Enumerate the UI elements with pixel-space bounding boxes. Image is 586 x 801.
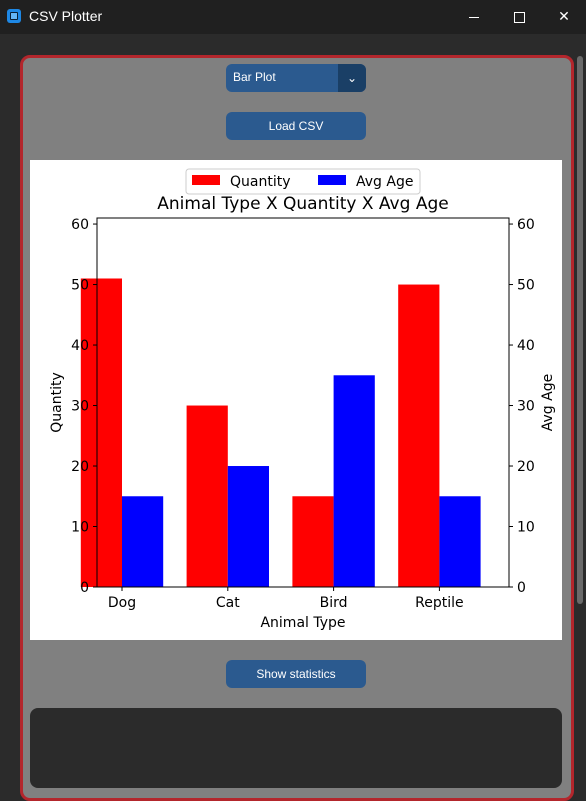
- close-icon: ✕: [558, 9, 570, 25]
- x-tick-label-cat: Cat: [216, 595, 240, 611]
- y-tick-label: 10: [71, 520, 89, 536]
- bar-quantity-cat: [187, 406, 228, 587]
- show-statistics-button[interactable]: Show statistics: [226, 660, 366, 688]
- plot-type-dropdown[interactable]: Bar Plot ⌄: [226, 64, 366, 92]
- chart-title: Animal Type X Quantity X Avg Age: [157, 194, 448, 214]
- app-icon: [7, 9, 21, 23]
- bar-avg-age-dog: [122, 496, 163, 587]
- legend-swatch-avg-age: [318, 175, 346, 185]
- y-tick-label: 30: [71, 399, 89, 415]
- bar-quantity-bird: [292, 496, 333, 587]
- maximize-button[interactable]: [496, 0, 542, 34]
- x-axis-label: Animal Type: [260, 615, 345, 631]
- y2-tick-label: 60: [517, 217, 535, 233]
- y2-tick-label: 20: [517, 459, 535, 475]
- plot-area: 0 10 20 30 40 50 60 0 10 20 30 40 50 60 Dog Cat Bird Rept…: [30, 160, 562, 640]
- scrollbar[interactable]: [574, 56, 586, 783]
- bar-chart: 0 10 20 30 40 50 60 0 10 20 30 40 50 60 Dog Cat Bird Rept…: [30, 160, 562, 640]
- legend-label-avg-age: Avg Age: [356, 174, 413, 190]
- bar-avg-age-bird: [334, 375, 375, 587]
- y-tick-label: 20: [71, 459, 89, 475]
- y2-tick-label: 0: [517, 580, 526, 596]
- y-tick-label: 40: [71, 338, 89, 354]
- minimize-icon: [469, 17, 479, 18]
- y-axis-label: Quantity: [49, 372, 65, 433]
- y-tick-label: 60: [71, 217, 89, 233]
- title-bar: CSV Plotter ✕: [0, 0, 586, 34]
- bar-quantity-dog: [81, 278, 122, 587]
- x-tick-label-reptile: Reptile: [415, 595, 463, 611]
- x-tick-label-bird: Bird: [320, 595, 348, 611]
- bar-quantity-reptile: [398, 285, 439, 587]
- bar-avg-age-cat: [228, 466, 269, 587]
- y2-tick-label: 50: [517, 278, 535, 294]
- maximize-icon: [514, 12, 525, 23]
- legend-label-quantity: Quantity: [230, 174, 291, 190]
- y-tick-label: 0: [80, 580, 89, 596]
- close-button[interactable]: ✕: [541, 0, 586, 34]
- y2-axis-label: Avg Age: [540, 374, 556, 431]
- y2-tick-label: 10: [517, 520, 535, 536]
- plot-type-value: Bar Plot: [233, 70, 276, 84]
- x-tick-label-dog: Dog: [108, 595, 136, 611]
- window-title: CSV Plotter: [29, 8, 102, 24]
- y2-tick-label: 40: [517, 338, 535, 354]
- chevron-down-icon[interactable]: ⌄: [338, 64, 366, 92]
- y-tick-label: 50: [71, 278, 89, 294]
- y2-tick-label: 30: [517, 399, 535, 415]
- bar-avg-age-reptile: [439, 496, 480, 587]
- statistics-panel: [30, 708, 562, 788]
- scrollbar-thumb[interactable]: [577, 56, 583, 604]
- legend-swatch-quantity: [192, 175, 220, 185]
- load-csv-button[interactable]: Load CSV: [226, 112, 366, 140]
- minimize-button[interactable]: [451, 0, 497, 34]
